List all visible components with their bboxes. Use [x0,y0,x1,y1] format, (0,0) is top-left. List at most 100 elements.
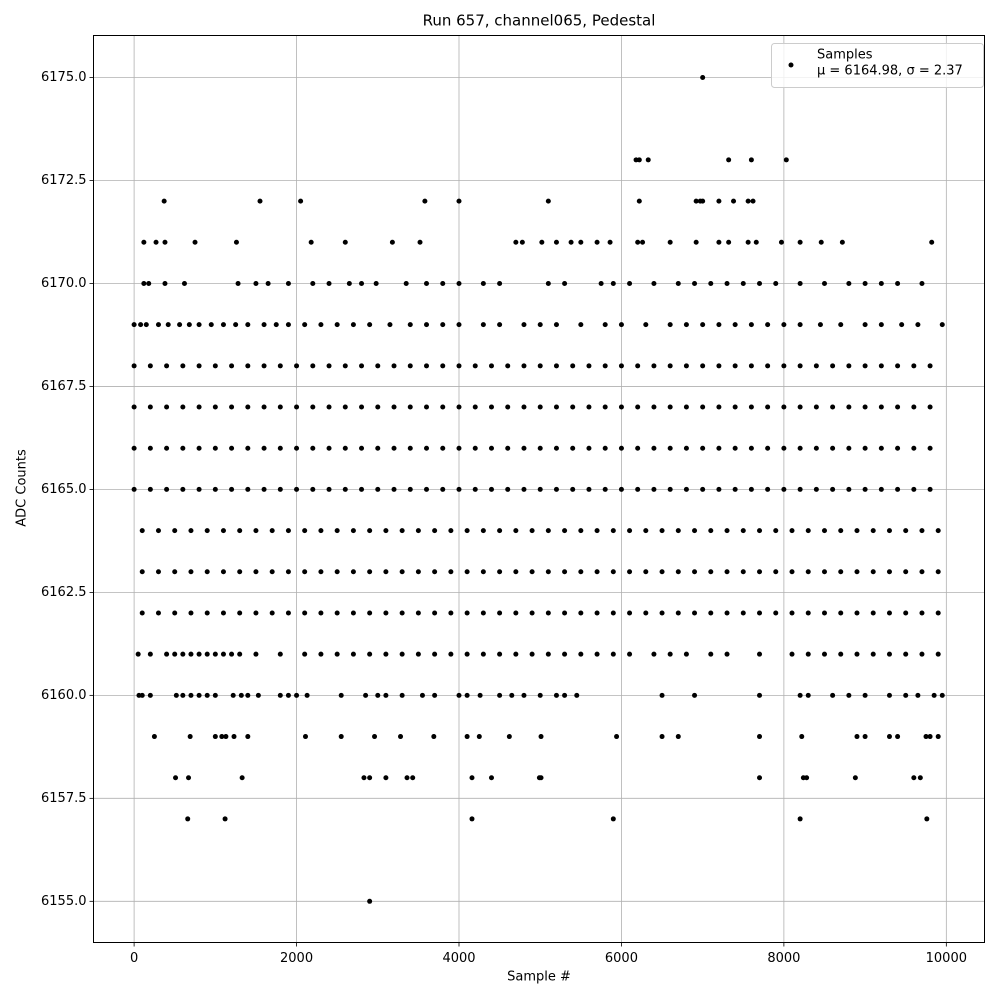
point [173,692,179,698]
point [602,322,608,328]
point [269,610,275,616]
point [285,528,291,534]
point [700,75,706,81]
point [675,734,681,740]
point [732,486,738,492]
point [651,280,657,286]
point [285,610,291,616]
point [797,445,803,451]
point [521,692,527,698]
point [151,734,157,740]
point [643,569,649,575]
point [188,528,194,534]
point [765,322,771,328]
point [578,239,584,245]
point [838,610,844,616]
point [334,610,340,616]
point [781,486,787,492]
point [261,363,267,369]
point [757,610,763,616]
point [538,775,544,781]
point [424,445,430,451]
point [939,322,945,328]
point [797,363,803,369]
point [838,322,844,328]
point [675,528,681,534]
point [277,445,283,451]
point [635,445,641,451]
point [716,486,722,492]
x-tick-label: 0 [130,951,138,966]
point [407,404,413,410]
point [870,610,876,616]
point [204,569,210,575]
x-tick-label: 2000 [280,951,313,966]
point [789,610,795,616]
point [342,239,348,245]
point [350,651,356,657]
point [870,528,876,534]
point [164,651,170,657]
point [716,404,722,410]
x-tick-label: 4000 [442,951,475,966]
point [886,692,892,698]
point [927,445,933,451]
point [745,198,751,204]
point [153,239,159,245]
point [302,610,308,616]
point [610,280,616,286]
point [367,775,373,781]
point [424,404,430,410]
point [862,322,868,328]
point [732,322,738,328]
point [398,734,404,740]
point [212,486,218,492]
point [939,692,945,698]
point [614,734,620,740]
point [383,569,389,575]
point [338,734,344,740]
point [846,280,852,286]
point [497,528,503,534]
point [235,280,241,286]
point [724,528,730,534]
point [229,363,235,369]
point [448,569,454,575]
point [602,404,608,410]
point [204,528,210,534]
point [375,445,381,451]
point [675,280,681,286]
point [223,734,229,740]
point [506,734,512,740]
point [878,363,884,369]
y-tick-label: 6175.0 [41,70,87,85]
point [805,692,811,698]
point [294,692,300,698]
y-tick-label: 6160.0 [41,688,87,703]
point [545,528,551,534]
point [505,486,511,492]
point [911,486,917,492]
point [302,322,308,328]
point [732,404,738,410]
point [578,610,584,616]
point [367,528,373,534]
legend-box [771,43,984,88]
point [237,569,243,575]
point [781,445,787,451]
point [797,816,803,822]
point [935,734,941,740]
point [895,734,901,740]
point [424,486,430,492]
point [415,651,421,657]
point [586,404,592,410]
point [164,486,170,492]
point [229,445,235,451]
point [497,322,503,328]
point [562,280,568,286]
point [294,404,300,410]
point [440,404,446,410]
point [643,322,649,328]
point [204,692,210,698]
